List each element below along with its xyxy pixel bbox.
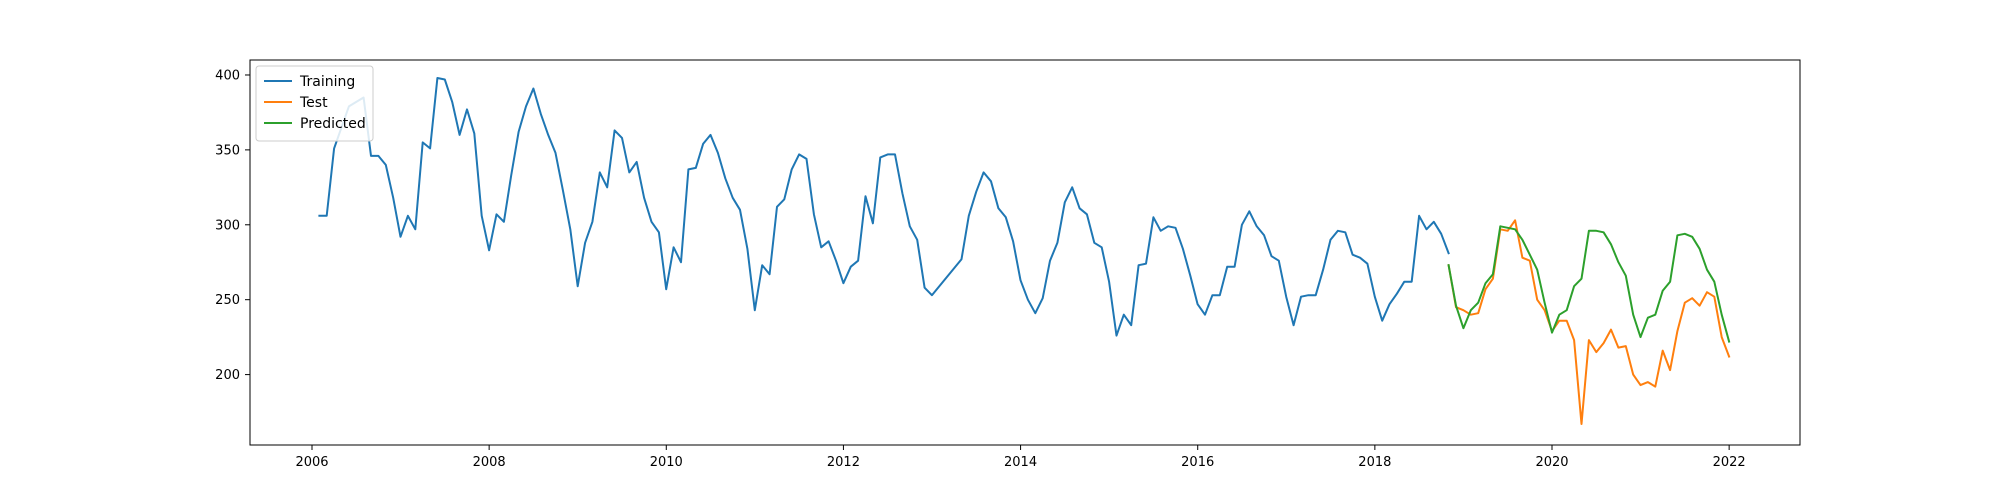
x-tick-label: 2022 (1713, 455, 1746, 470)
legend-label-test: Test (299, 95, 328, 111)
x-tick-label: 2012 (827, 455, 860, 470)
x-tick-label: 2018 (1358, 455, 1391, 470)
y-tick-label: 200 (215, 368, 240, 383)
x-tick-label: 2008 (473, 455, 506, 470)
x-tick-label: 2014 (1004, 455, 1037, 470)
y-tick-label: 300 (215, 218, 240, 233)
plot-frame (249, 59, 1801, 446)
y-tick-label: 350 (215, 143, 240, 158)
legend-label-predicted: Predicted (300, 116, 366, 132)
x-tick-label: 2016 (1181, 455, 1214, 470)
x-tick-label: 2020 (1535, 455, 1568, 470)
series-line-predicted (1447, 225, 1731, 343)
x-tick-label: 2010 (650, 455, 683, 470)
series-layer (318, 77, 1731, 425)
y-tick-label: 400 (215, 68, 240, 83)
legend: Training Test Predicted (255, 65, 374, 142)
legend-label-training: Training (299, 74, 355, 90)
x-axis: 2006 2008 2010 2012 2014 2016 2018 2020 2022 (295, 445, 1746, 470)
y-axis: 200 250 300 350 400 (215, 68, 250, 383)
y-tick-label: 250 (215, 293, 240, 308)
x-tick-label: 2006 (295, 455, 328, 470)
series-line-training (318, 77, 1450, 337)
